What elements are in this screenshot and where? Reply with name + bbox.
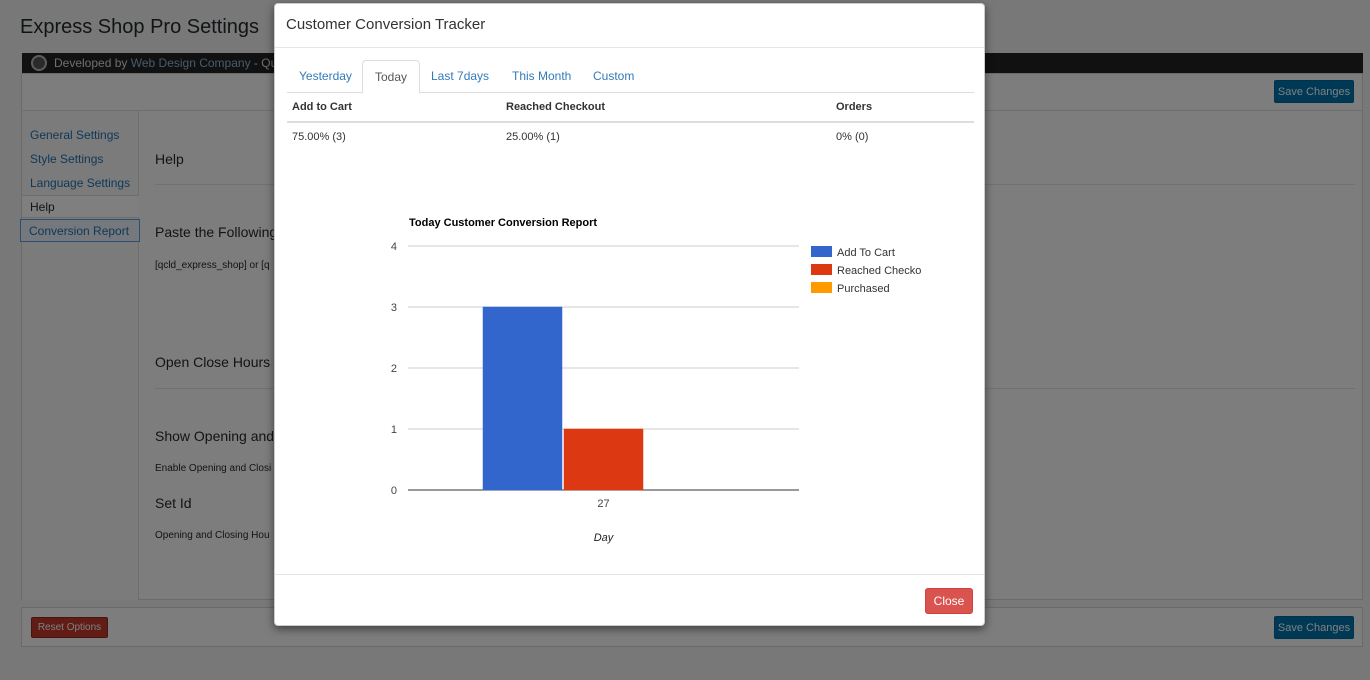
y-tick-label: 2 [391, 363, 397, 375]
legend-label: Add To Cart [837, 247, 895, 259]
bar-add-to-cart [482, 306, 563, 491]
legend-swatch [811, 246, 832, 257]
modal-footer: Close [275, 574, 984, 626]
orders-value: 0% (0) [836, 131, 869, 143]
period-tabs: Yesterday Today Last 7days This Month Cu… [287, 60, 974, 94]
legend-label: Purchased [837, 283, 890, 295]
legend-swatch [811, 264, 832, 275]
bar-reached-checko [563, 428, 644, 491]
tab-last-7days[interactable]: Last 7days [431, 69, 490, 83]
conversion-chart: Today Customer Conversion Report01234Act… [336, 204, 932, 554]
chart-svg: Today Customer Conversion Report01234Act… [336, 217, 921, 544]
y-tick-label: 0 [391, 485, 397, 497]
modal-title: Customer Conversion Tracker [286, 16, 486, 33]
chart-title: Today Customer Conversion Report [409, 217, 597, 229]
modal-header: Customer Conversion Tracker [275, 4, 984, 48]
close-button[interactable]: Close [925, 588, 973, 614]
y-tick-label: 3 [391, 302, 397, 314]
add-to-cart-value: 75.00% (3) [292, 131, 346, 143]
conversion-tracker-modal: Customer Conversion Tracker Yesterday To… [274, 3, 985, 626]
reached-checkout-value: 25.00% (1) [506, 131, 560, 143]
tab-custom[interactable]: Custom [593, 69, 635, 83]
legend-label: Reached Checko [837, 265, 921, 277]
tab-yesterday[interactable]: Yesterday [299, 69, 352, 83]
table-header-divider [287, 121, 974, 123]
y-tick-label: 4 [391, 241, 397, 253]
column-header-orders: Orders [836, 101, 873, 113]
column-header-reached-checkout: Reached Checkout [506, 101, 606, 113]
tab-today[interactable]: Today [362, 60, 421, 94]
x-tick-label: 27 [597, 498, 609, 510]
tab-this-month[interactable]: This Month [512, 69, 572, 83]
legend-swatch [811, 282, 832, 293]
y-tick-label: 1 [391, 424, 397, 436]
column-header-add-to-cart: Add to Cart [292, 101, 352, 113]
x-axis-label: Day [594, 532, 615, 544]
